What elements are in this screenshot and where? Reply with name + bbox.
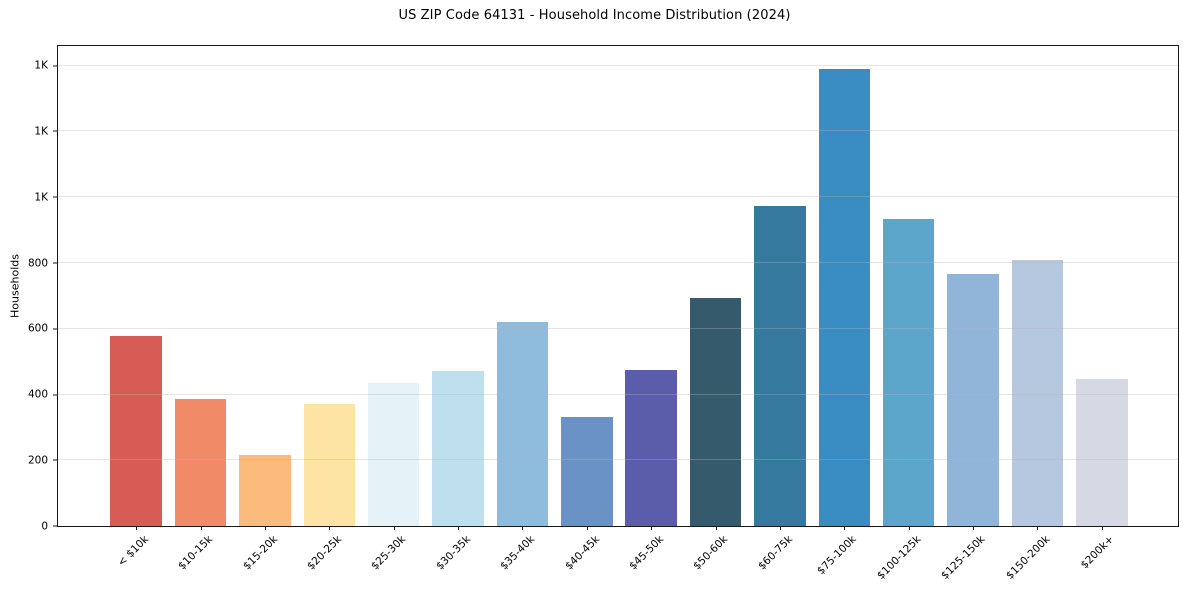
bar-2 <box>239 455 291 526</box>
y-tick-mark <box>53 459 58 461</box>
y-tick-mark <box>53 262 58 264</box>
bar-slot-4: $25-30k <box>362 46 426 572</box>
x-tick-label: $15-20k <box>240 533 280 573</box>
bar-10 <box>754 206 806 526</box>
x-tick-mark <box>844 526 846 530</box>
y-tick-mark <box>53 328 58 330</box>
y-tick-label: 1K <box>34 59 48 72</box>
y-tick-label: 400 <box>27 388 48 401</box>
bar-slot-10: $60-75k <box>748 46 812 572</box>
bar-14 <box>1011 260 1064 526</box>
bar-slot-15: $200k+ <box>1070 46 1134 571</box>
x-tick-mark <box>200 526 202 530</box>
bar-7 <box>561 416 613 526</box>
x-tick-label: $10-15k <box>176 533 216 573</box>
bar-slot-7: $40-45k <box>555 46 619 572</box>
bar-slot-2: $15-20k <box>233 46 297 572</box>
x-tick-mark <box>1101 526 1103 530</box>
x-tick-label: $75-100k <box>815 533 860 578</box>
x-tick-label: $45-50k <box>626 533 666 573</box>
bar-slot-6: $35-40k <box>490 46 554 572</box>
y-tick-label: 600 <box>27 322 48 335</box>
bar-5 <box>432 370 484 526</box>
x-tick-label: < $10k <box>115 533 151 569</box>
y-tick-mark <box>53 130 58 132</box>
y-axis-label: Households <box>8 254 22 318</box>
x-tick-mark <box>458 526 460 530</box>
bar-12 <box>882 218 935 526</box>
bar-6 <box>496 322 549 526</box>
bars-container: < $10k $10-15k $15-20k $20-25k $25-30k $30-35… <box>58 46 1178 582</box>
x-tick-label: $60-75k <box>755 533 795 573</box>
bar-11 <box>818 69 871 526</box>
x-tick-label: $100-125k <box>874 533 924 582</box>
x-tick-mark <box>522 526 524 530</box>
x-tick-label: $30-35k <box>433 533 473 573</box>
bar-3 <box>303 404 356 526</box>
x-tick-mark <box>329 526 331 530</box>
x-tick-mark <box>586 526 588 530</box>
x-tick-mark <box>393 526 395 530</box>
bar-slot-3: $20-25k <box>297 46 361 572</box>
bar-slot-5: $30-35k <box>426 46 490 572</box>
x-tick-label: $40-45k <box>562 533 602 573</box>
bar-13 <box>947 274 999 526</box>
bar-4 <box>367 383 420 526</box>
bar-9 <box>689 297 742 526</box>
bar-slot-0: < $10k <box>104 46 168 569</box>
x-tick-label: $25-30k <box>369 533 409 573</box>
plot-area: < $10k $10-15k $15-20k $20-25k $25-30k $30-35… <box>28 45 1179 582</box>
x-tick-mark <box>136 526 138 530</box>
bar-8 <box>625 369 677 526</box>
x-tick-mark <box>779 526 781 530</box>
y-tick-mark <box>53 394 58 395</box>
bar-slot-1: $10-15k <box>168 46 232 572</box>
bar-slot-13: $125-150k <box>939 46 1005 582</box>
x-tick-mark <box>715 526 717 530</box>
y-tick-label: 1K <box>34 190 48 203</box>
bar-slot-8: $45-50k <box>619 46 683 572</box>
y-tick-mark <box>53 525 58 527</box>
x-tick-mark <box>908 526 910 530</box>
x-tick-mark <box>651 526 653 530</box>
chart-title: US ZIP Code 64131 - Household Income Dis… <box>398 8 791 23</box>
y-tick-label: 0 <box>41 519 48 532</box>
x-tick-label: $20-25k <box>305 533 345 573</box>
y-tick-label: 1K <box>34 125 48 138</box>
x-tick-mark <box>973 526 975 530</box>
bar-slot-12: $100-125k <box>875 46 941 582</box>
bar-1 <box>174 398 227 526</box>
x-tick-mark <box>1037 526 1039 530</box>
y-tick-label: 200 <box>27 454 48 466</box>
bar-slot-11: $75-100k <box>812 46 876 577</box>
y-tick-mark <box>53 196 58 198</box>
x-tick-label: $50-60k <box>691 533 731 573</box>
x-tick-label: $200k+ <box>1078 533 1117 572</box>
y-tick-mark <box>53 65 58 67</box>
bar-slot-14: $150-200k <box>1004 46 1069 582</box>
y-tick-label: 800 <box>27 256 48 269</box>
bar-15 <box>1076 379 1128 526</box>
x-tick-label: $35-40k <box>498 533 538 573</box>
bar-slot-9: $50-60k <box>683 46 747 572</box>
bar-0 <box>110 335 162 526</box>
x-tick-label: $125-150k <box>939 533 988 582</box>
x-tick-mark <box>264 526 266 530</box>
x-tick-label: $150-200k <box>1003 533 1053 582</box>
